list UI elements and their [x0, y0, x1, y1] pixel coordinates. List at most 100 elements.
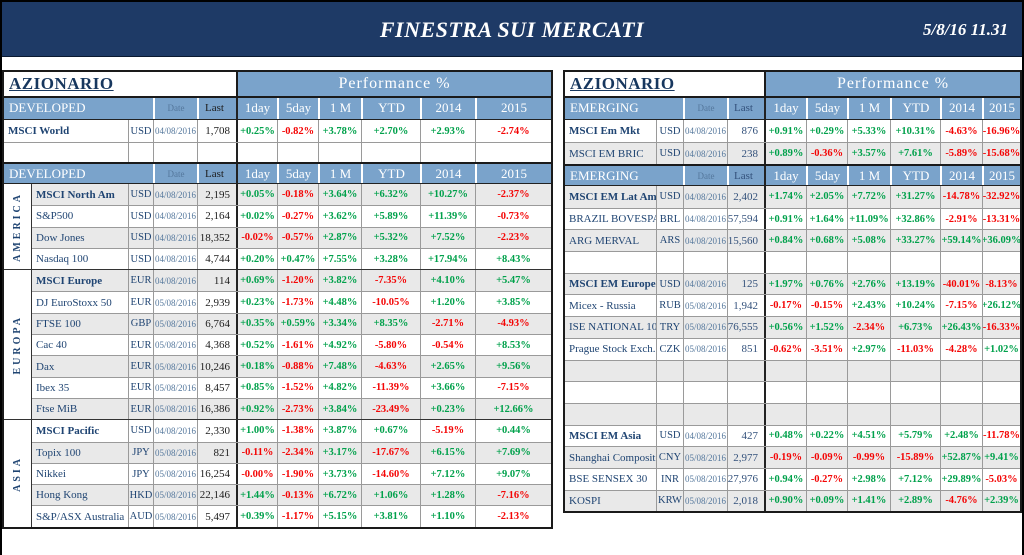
- index-name: MSCI World: [8, 125, 70, 137]
- perf-value-1m: +7.55%: [318, 248, 361, 270]
- perf-value-1m: -2.34%: [847, 317, 890, 338]
- last-value: 22,146: [197, 485, 236, 506]
- currency-code: BRL: [656, 208, 683, 230]
- perf-value-1m: +5.15%: [318, 506, 361, 527]
- perf-value-5day: -0.27%: [806, 468, 847, 490]
- empty-cell: [565, 382, 656, 403]
- perf-value-5day: +2.05%: [806, 186, 847, 208]
- perf-value-5day: -1.38%: [277, 420, 318, 442]
- perf-value-5day: +0.09%: [806, 490, 847, 512]
- column-header-group: EMERGING: [570, 100, 639, 115]
- perf-value-1m: +2.43%: [847, 295, 890, 317]
- currency-code: INR: [656, 468, 683, 490]
- price-date: 04/08/2016: [683, 230, 727, 252]
- empty-cell: [565, 404, 656, 425]
- perf-value-1day: +0.48%: [764, 425, 806, 447]
- column-header-1day: 1day: [236, 164, 277, 183]
- empty-cell: [764, 360, 806, 382]
- perf-value-5day: -1.20%: [277, 270, 318, 292]
- last-value: 851: [727, 338, 764, 360]
- developed-markets-table: AZIONARIO Performance % DEVELOPED Date Las…: [2, 70, 553, 529]
- perf-value-ytd: -11.39%: [361, 377, 420, 398]
- perf-value-2014: +29.89%: [940, 468, 982, 490]
- perf-value-2015: +9.56%: [475, 356, 551, 377]
- empty-cell: [982, 360, 1020, 382]
- perf-value-2015: -13.31%: [982, 208, 1020, 230]
- index-name: Prague Stock Exch.: [569, 343, 656, 356]
- column-header-last: Last: [727, 166, 764, 185]
- currency-code: USD: [656, 273, 683, 295]
- perf-value-1m: +4.51%: [847, 425, 890, 447]
- index-name: Ibex 35: [36, 381, 70, 394]
- perf-value-2015: +5.47%: [475, 270, 551, 292]
- perf-value-2015: -2.13%: [475, 506, 551, 527]
- currency-code: USD: [656, 143, 683, 164]
- perf-value-5day: -0.27%: [277, 206, 318, 227]
- last-value: 238: [727, 143, 764, 164]
- perf-value-1day: +0.52%: [236, 335, 277, 356]
- index-row: Topix 100 JPY 05/08/2016 821 -0.11% -2.34% +3.…: [32, 441, 551, 463]
- index-name: Shanghai Composite: [569, 451, 656, 464]
- perf-value-1m: +7.72%: [847, 186, 890, 208]
- perf-value-ytd: +32.86%: [890, 208, 940, 230]
- perf-value-1m: +3.84%: [318, 398, 361, 420]
- empty-cell: [806, 403, 847, 425]
- empty-row: [565, 402, 1020, 425]
- perf-value-ytd: -23.49%: [361, 398, 420, 420]
- empty-cell: [318, 143, 361, 162]
- price-date: 04/08/2016: [683, 425, 727, 447]
- perf-value-1day: +0.35%: [236, 313, 277, 335]
- currency-code: GBP: [128, 313, 153, 335]
- perf-value-5day: -1.61%: [277, 335, 318, 356]
- empty-cell: [128, 143, 153, 162]
- price-date: 04/08/2016: [683, 208, 727, 230]
- empty-cell: [4, 143, 128, 162]
- empty-cell: [982, 252, 1020, 273]
- column-header-1m: 1 M: [847, 166, 890, 185]
- perf-value-ytd: +1.06%: [361, 485, 420, 506]
- currency-code: RUB: [656, 295, 683, 317]
- column-header-1day: 1day: [764, 98, 806, 119]
- price-date: 04/08/2016: [153, 206, 197, 227]
- index-name: Nikkei: [36, 468, 66, 480]
- region-label: AMERICA: [12, 191, 23, 262]
- last-value: 8,457: [197, 377, 236, 398]
- perf-value-1m: +2.76%: [847, 273, 890, 295]
- price-date: 05/08/2016: [683, 295, 727, 317]
- perf-value-1day: +1.44%: [236, 485, 277, 506]
- perf-value-2015: +8.53%: [475, 335, 551, 356]
- perf-value-1m: +4.82%: [318, 377, 361, 398]
- emerging-table-body: EMERGING Date Last 1day 5day 1 M YTD 2014 2015 MS…: [565, 98, 1020, 512]
- perf-value-1m: -0.99%: [847, 447, 890, 468]
- column-header-1m: 1 M: [847, 98, 890, 119]
- column-header-date: Date: [153, 164, 197, 183]
- last-value: 427: [727, 425, 764, 447]
- perf-value-1day: +1.97%: [764, 273, 806, 295]
- index-name: BRAZIL BOVESPA: [569, 213, 656, 226]
- currency-code: EUR: [128, 270, 153, 292]
- column-header-row: EMERGING Date Last 1day 5day 1 M YTD 2014 2015: [565, 98, 1020, 120]
- column-header-date: Date: [153, 98, 197, 119]
- performance-header: Performance %: [236, 72, 551, 96]
- perf-value-ytd: +0.67%: [361, 420, 420, 442]
- index-row: MSCI EM Asia USD 04/08/2016 427 +0.48% +0.22%…: [565, 424, 1020, 447]
- empty-cell: [683, 360, 727, 382]
- index-row: MSCI Pacific USD 04/08/2016 2,330 +1.00% -1.3…: [32, 420, 551, 442]
- perf-value-1day: -0.17%: [764, 295, 806, 317]
- perf-value-5day: -0.57%: [277, 227, 318, 248]
- index-name: Cac 40: [36, 339, 67, 352]
- price-date: 05/08/2016: [153, 463, 197, 485]
- last-value: 18,352: [197, 227, 236, 248]
- index-name: KOSPI: [569, 494, 601, 507]
- perf-value-2015: -16.96%: [982, 120, 1020, 142]
- perf-value-2014: +17.94%: [420, 248, 475, 270]
- perf-value-5day: +0.59%: [277, 313, 318, 335]
- empty-cell: [764, 252, 806, 273]
- last-value: 76,555: [727, 317, 764, 338]
- column-header-2014: 2014: [940, 166, 982, 185]
- empty-cell: [565, 361, 656, 382]
- perf-value-1m: +3.87%: [318, 420, 361, 442]
- region-section-america: AMERICA MSCI North Am USD 04/08/2016 2,195 +0…: [4, 184, 551, 270]
- column-header-1m: 1 M: [318, 164, 361, 183]
